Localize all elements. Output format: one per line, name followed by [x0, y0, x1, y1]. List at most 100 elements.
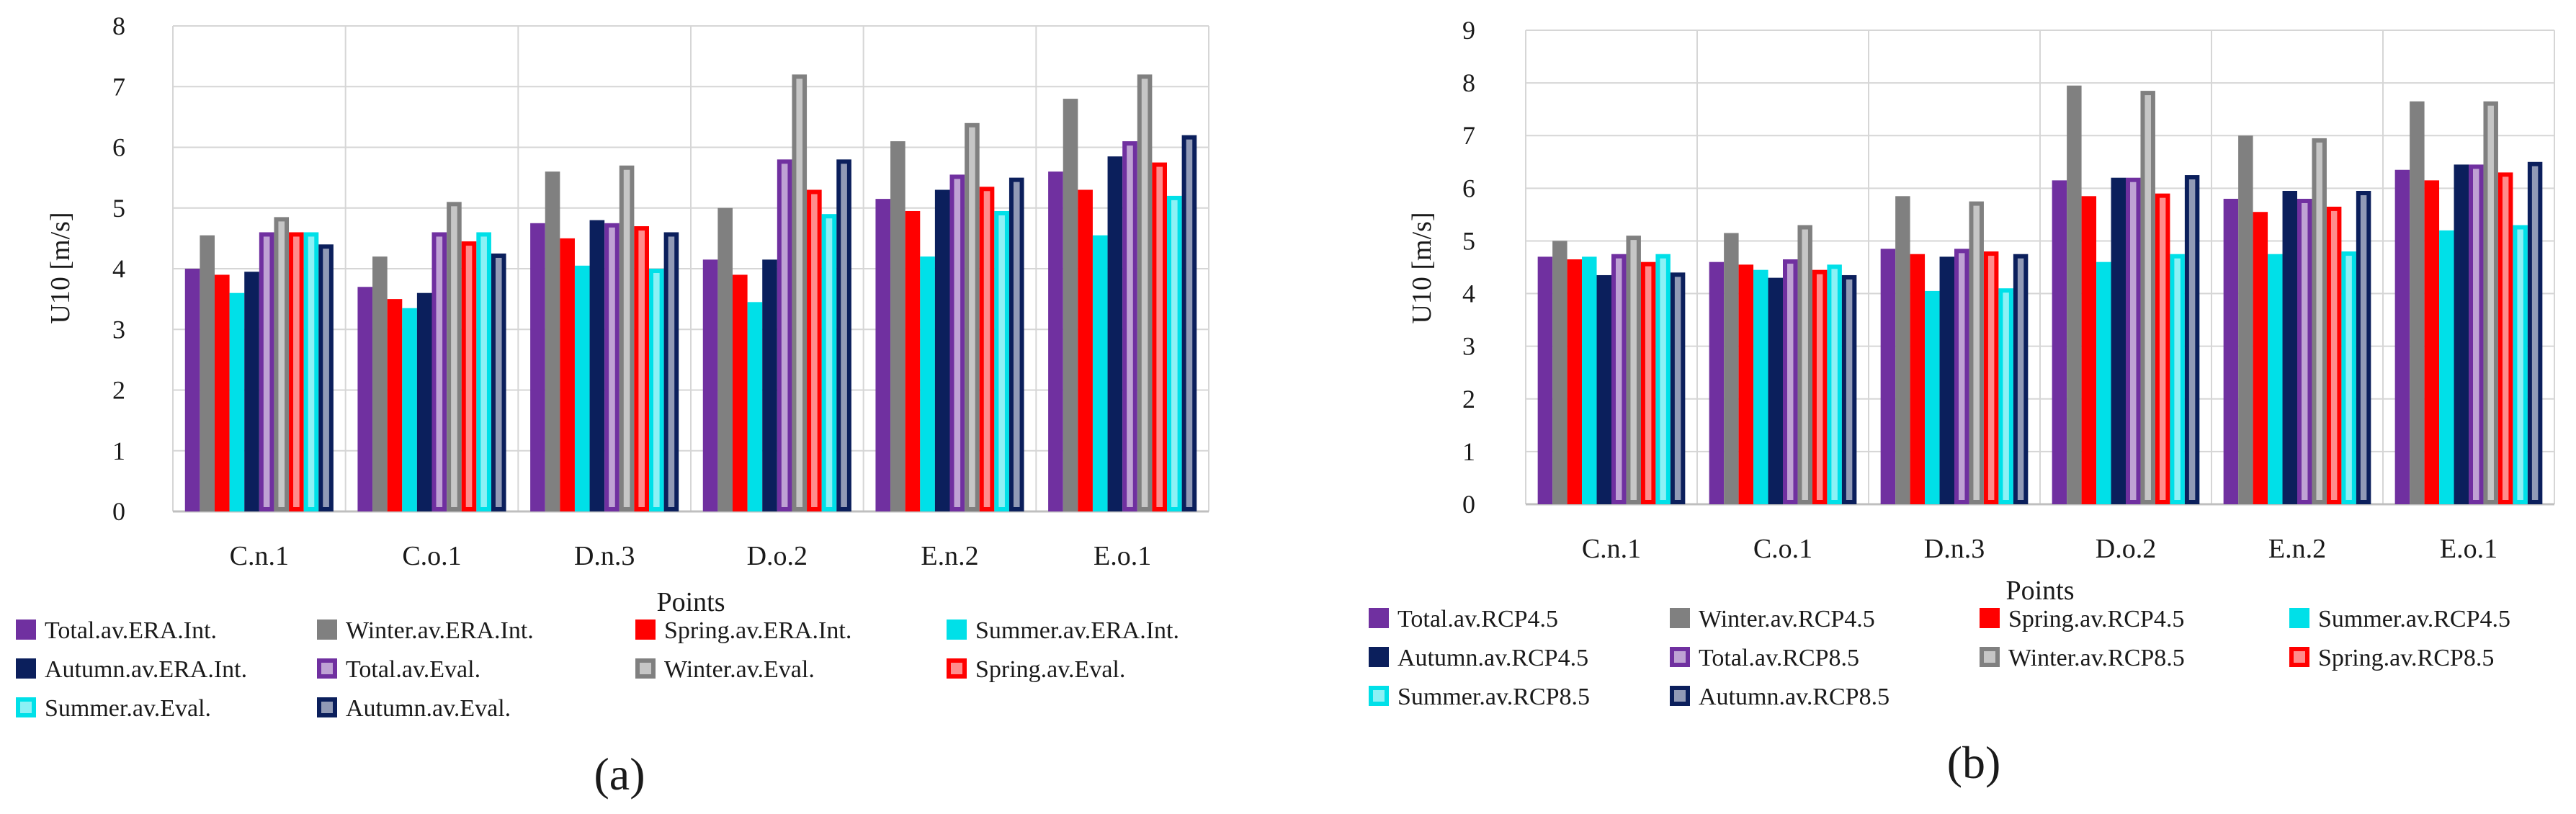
x-tick-label: D.n.3	[1924, 534, 1985, 564]
bar	[447, 202, 462, 511]
bar	[289, 232, 304, 511]
bar	[965, 122, 980, 512]
legend-label: Autumn.av.ERA.Int.	[45, 656, 247, 683]
legend-swatch	[635, 620, 656, 640]
bar	[1078, 189, 1093, 511]
bar	[2410, 101, 2425, 504]
bar	[2126, 177, 2141, 504]
bar	[1939, 256, 1954, 504]
legend-swatch	[1980, 647, 2000, 667]
bar	[1880, 249, 1896, 504]
bar	[979, 187, 995, 511]
bar	[1969, 201, 1984, 504]
bar	[2096, 261, 2111, 504]
x-tick-label: C.n.1	[1582, 534, 1641, 564]
legend-label: Summer.av.RCP4.5	[2318, 606, 2510, 632]
bar	[2439, 230, 2454, 504]
bar	[2312, 138, 2327, 504]
bar	[402, 308, 417, 511]
bar	[1167, 195, 1182, 511]
legend-label: Autumn.av.RCP8.5	[1699, 684, 1889, 710]
bar	[2469, 164, 2484, 505]
legend-swatch	[1980, 608, 2000, 628]
bar	[1783, 259, 1798, 504]
bar	[2052, 180, 2067, 504]
x-tick-label: D.o.2	[2096, 534, 2156, 564]
legend-label: Summer.av.ERA.Int.	[975, 617, 1179, 644]
bar	[792, 74, 808, 511]
legend-swatch	[317, 620, 337, 640]
bar	[214, 274, 230, 511]
bar	[2184, 175, 2200, 505]
legend-label: Spring.av.ERA.Int.	[664, 617, 851, 644]
bar	[560, 238, 575, 511]
legend: Total.av.RCP4.5 Winter.av.RCP4.5 Spring.av…	[1369, 606, 2510, 710]
bar	[2223, 198, 2239, 504]
bar	[1122, 141, 1137, 511]
bar	[1910, 254, 1926, 504]
panel-label: (b)	[1947, 737, 2001, 788]
y-tick-label: 2	[1462, 385, 1475, 413]
bar	[1655, 254, 1671, 504]
bar	[1596, 274, 1611, 504]
bar	[821, 214, 837, 511]
x-tick-label: D.n.3	[574, 541, 635, 571]
bar	[2341, 251, 2356, 504]
legend-swatch	[1670, 647, 1690, 667]
bar	[2527, 161, 2543, 504]
bar	[1626, 236, 1641, 504]
bar	[2155, 193, 2170, 504]
bar	[2140, 91, 2155, 505]
x-axis-title: Points	[656, 587, 725, 617]
legend-label: Winter.av.ERA.Int.	[346, 617, 534, 644]
bar	[905, 210, 921, 511]
chart-panel-a: 0 1 2 3 4 5 6 7 8 C.n.1 C.o.1 D.n.3 D.o.2 E.n.2 E.o.1 P…	[16, 12, 1209, 800]
bar	[1152, 162, 1168, 511]
legend-swatch	[16, 658, 36, 679]
y-tick-label: 4	[1462, 279, 1475, 308]
bar	[777, 159, 792, 511]
bar	[574, 265, 590, 511]
legend-swatch	[317, 697, 337, 717]
bar	[836, 159, 851, 511]
legend-label: Total.av.RCP8.5	[1699, 645, 1859, 671]
legend: Total.av.ERA.Int. Winter.av.ERA.Int. Sprin…	[16, 617, 1179, 722]
bar	[431, 232, 447, 511]
legend-label: Summer.av.RCP8.5	[1397, 684, 1590, 710]
bar	[1738, 264, 1754, 504]
bar	[229, 292, 245, 511]
bar	[2170, 254, 2185, 504]
bar	[2513, 225, 2528, 504]
bar	[416, 292, 432, 511]
bar	[2067, 85, 2082, 505]
bar	[2424, 180, 2440, 504]
x-tick-label: C.o.1	[1753, 534, 1812, 564]
bar	[2013, 254, 2029, 504]
legend-label: Total.av.ERA.Int.	[45, 617, 217, 644]
legend-label: Total.av.Eval.	[346, 656, 480, 683]
bar	[357, 287, 373, 511]
bar	[2356, 190, 2371, 504]
y-tick-label: 1	[112, 437, 125, 465]
bar	[890, 141, 905, 511]
bar	[2253, 212, 2268, 504]
y-tick-label: 9	[1462, 16, 1475, 45]
bar	[1895, 196, 1910, 504]
bar	[2326, 206, 2342, 504]
bar	[1009, 177, 1024, 511]
x-tick-label: E.o.1	[2440, 534, 2497, 564]
legend-swatch	[16, 697, 36, 717]
bar	[649, 269, 664, 511]
y-tick-label: 8	[112, 12, 125, 40]
bar	[1582, 256, 1597, 504]
x-tick-label: C.n.1	[230, 541, 289, 571]
bar	[1063, 99, 1078, 512]
bar	[1768, 277, 1783, 504]
bar	[589, 220, 605, 511]
x-tick-label: E.n.2	[2268, 534, 2326, 564]
x-axis-title: Points	[2005, 576, 2074, 606]
bar	[303, 232, 319, 511]
bar	[2081, 196, 2097, 504]
bar	[702, 259, 718, 511]
bar	[1954, 249, 1969, 504]
